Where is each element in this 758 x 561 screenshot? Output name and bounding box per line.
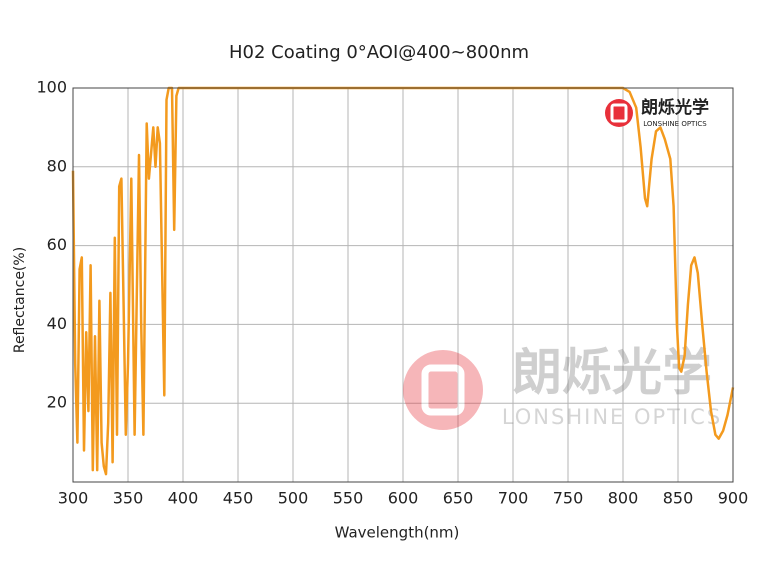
plot-frame xyxy=(72,87,734,483)
x-tick-label: 850 xyxy=(663,489,694,508)
x-tick-label: 550 xyxy=(333,489,364,508)
y-axis-label: Reflectance(%) xyxy=(12,247,28,353)
y-tick-label: 40 xyxy=(47,314,67,333)
y-tick-label: 100 xyxy=(36,78,67,97)
x-tick-label: 800 xyxy=(608,489,639,508)
logo-subtitle: LONSHINE OPTICS xyxy=(643,120,707,128)
watermark-icon xyxy=(403,350,483,430)
x-tick-label: 600 xyxy=(388,489,419,508)
data-line xyxy=(71,86,735,476)
x-tick-label: 750 xyxy=(553,489,584,508)
watermark-icon-mark xyxy=(421,364,465,416)
x-tick-label: 700 xyxy=(498,489,529,508)
x-tick-label: 650 xyxy=(443,489,474,508)
chart-title: H02 Coating 0°AOI@400~800nm xyxy=(229,42,529,63)
y-tick-label: 80 xyxy=(47,156,67,175)
logo-icon-mark xyxy=(610,103,628,123)
x-tick-label: 900 xyxy=(718,489,749,508)
watermark: 朗烁光学 LONSHINE OPTICS xyxy=(403,344,722,430)
logo-name: 朗烁光学 xyxy=(641,97,709,118)
x-tick-label: 400 xyxy=(168,489,199,508)
x-tick-label: 300 xyxy=(58,489,89,508)
x-tick-label: 450 xyxy=(223,489,254,508)
x-axis-label: Wavelength(nm) xyxy=(335,524,460,542)
watermark-subtitle: LONSHINE OPTICS xyxy=(502,405,722,429)
logo: 朗烁光学 LONSHINE OPTICS xyxy=(605,97,709,128)
logo-icon xyxy=(605,99,633,127)
x-tick-label: 350 xyxy=(113,489,144,508)
x-tick-label: 500 xyxy=(278,489,309,508)
y-tick-label: 20 xyxy=(47,393,67,412)
y-tick-label: 60 xyxy=(47,235,67,254)
plot xyxy=(71,86,735,476)
